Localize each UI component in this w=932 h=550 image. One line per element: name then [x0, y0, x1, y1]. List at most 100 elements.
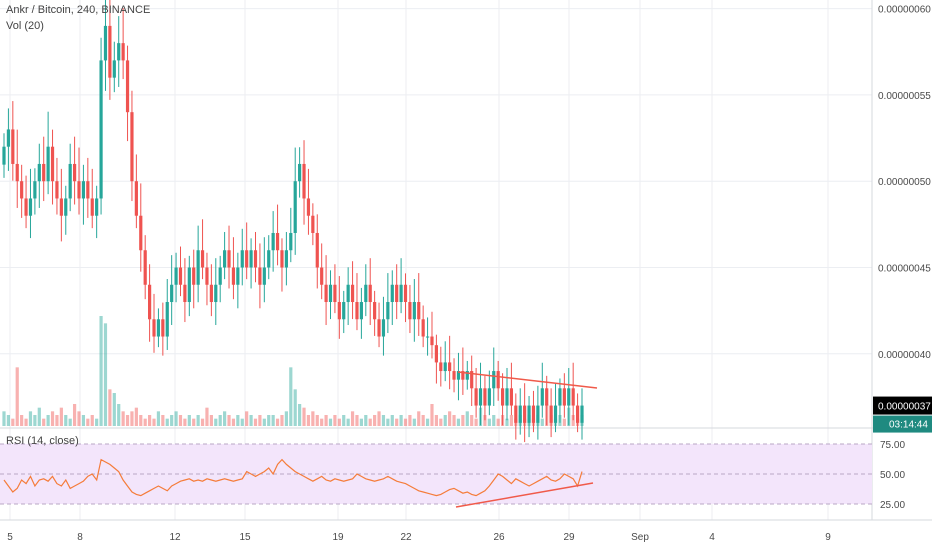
candle-body[interactable]	[461, 371, 465, 380]
candle-body[interactable]	[90, 198, 94, 216]
candle-body[interactable]	[280, 250, 284, 268]
candle-body[interactable]	[156, 319, 161, 337]
candle-body[interactable]	[306, 198, 311, 216]
candle-body[interactable]	[249, 250, 253, 268]
candle-body[interactable]	[218, 267, 222, 285]
candle-body[interactable]	[11, 129, 15, 164]
candle-body[interactable]	[245, 250, 249, 268]
candle-body[interactable]	[417, 302, 421, 320]
candle-body[interactable]	[262, 267, 266, 285]
candle-body[interactable]	[117, 43, 121, 61]
candle-body[interactable]	[545, 388, 549, 406]
candle-body[interactable]	[408, 302, 412, 320]
candle-body[interactable]	[112, 60, 116, 78]
candle-body[interactable]	[500, 388, 505, 406]
candle-body[interactable]	[200, 250, 205, 268]
candle-body[interactable]	[267, 250, 271, 268]
time-axis[interactable]: 5 8 12 15 19 22 26 29 Sep 4 9	[7, 532, 831, 543]
candle-body[interactable]	[178, 267, 183, 285]
candle-body[interactable]	[130, 112, 134, 182]
candle-body[interactable]	[320, 267, 324, 285]
candle-body[interactable]	[289, 232, 293, 251]
candle-body[interactable]	[81, 181, 86, 199]
candle-body[interactable]	[42, 163, 46, 182]
candle-body[interactable]	[28, 198, 33, 216]
candle-body[interactable]	[86, 181, 90, 199]
candle-body[interactable]	[496, 371, 500, 389]
candle-body[interactable]	[342, 302, 346, 320]
candle-body[interactable]	[183, 284, 187, 303]
candle-body[interactable]	[209, 284, 213, 303]
candle-body[interactable]	[505, 388, 509, 406]
candle-body[interactable]	[68, 163, 72, 199]
candle-body[interactable]	[373, 302, 377, 320]
candle-body[interactable]	[412, 302, 416, 320]
price-pane[interactable]	[0, 0, 872, 443]
candle-body[interactable]	[165, 302, 169, 337]
candle-body[interactable]	[214, 284, 218, 303]
candle-body[interactable]	[509, 388, 514, 406]
candle-body[interactable]	[103, 25, 108, 61]
candle-body[interactable]	[571, 388, 575, 406]
candle-body[interactable]	[350, 284, 355, 303]
candle-body[interactable]	[293, 181, 297, 233]
candle-body[interactable]	[55, 181, 59, 199]
candle-body[interactable]	[227, 250, 231, 268]
candle-body[interactable]	[95, 198, 99, 216]
candle-body[interactable]	[174, 267, 178, 285]
candle-body[interactable]	[134, 181, 138, 216]
candle-body[interactable]	[540, 388, 544, 406]
candle-body[interactable]	[50, 146, 55, 182]
candle-body[interactable]	[430, 336, 434, 346]
candle-body[interactable]	[258, 267, 262, 285]
rsi-trendline[interactable]	[455, 482, 594, 508]
candle-body[interactable]	[359, 302, 363, 320]
candle-body[interactable]	[478, 388, 483, 406]
candle-body[interactable]	[456, 371, 461, 380]
candle-body[interactable]	[236, 267, 240, 285]
candle-body[interactable]	[77, 181, 81, 199]
candle-body[interactable]	[20, 181, 24, 199]
candle-body[interactable]	[6, 129, 11, 147]
candle-body[interactable]	[425, 336, 430, 338]
candle-body[interactable]	[386, 302, 390, 320]
candle-body[interactable]	[315, 232, 319, 268]
candle-body[interactable]	[298, 163, 302, 182]
candle-body[interactable]	[2, 146, 6, 165]
candle-body[interactable]	[324, 284, 328, 303]
candle-body[interactable]	[108, 25, 112, 78]
candle-body[interactable]	[395, 284, 399, 303]
candle-body[interactable]	[439, 362, 443, 372]
candle-body[interactable]	[403, 284, 408, 303]
candle-body[interactable]	[434, 345, 438, 363]
candle-body[interactable]	[152, 319, 156, 337]
candle-body[interactable]	[15, 163, 19, 182]
candle-body[interactable]	[470, 371, 474, 389]
candle-body[interactable]	[148, 284, 152, 320]
candle-body[interactable]	[518, 405, 522, 423]
candle-body[interactable]	[346, 284, 350, 303]
candle-body[interactable]	[531, 405, 536, 423]
candle-body[interactable]	[514, 405, 518, 423]
rsi-axis[interactable]: 25.00 50.00 75.00	[880, 440, 905, 511]
candle-body[interactable]	[399, 284, 403, 303]
candle-body[interactable]	[355, 302, 359, 320]
candle-body[interactable]	[333, 284, 337, 303]
candle-body[interactable]	[205, 267, 209, 285]
candle-body[interactable]	[562, 388, 566, 406]
candle-body[interactable]	[390, 284, 394, 303]
candle-body[interactable]	[474, 388, 478, 406]
candle-body[interactable]	[567, 388, 571, 406]
candle-body[interactable]	[523, 405, 527, 423]
candle-body[interactable]	[553, 405, 558, 423]
candle-body[interactable]	[284, 250, 288, 268]
candle-body[interactable]	[121, 43, 125, 61]
candle-body[interactable]	[558, 388, 562, 406]
candle-body[interactable]	[311, 215, 315, 233]
candle-body[interactable]	[143, 250, 147, 285]
candle-body[interactable]	[364, 284, 368, 303]
candle-body[interactable]	[337, 302, 341, 320]
candle-body[interactable]	[527, 405, 531, 423]
candle-body[interactable]	[483, 388, 487, 406]
